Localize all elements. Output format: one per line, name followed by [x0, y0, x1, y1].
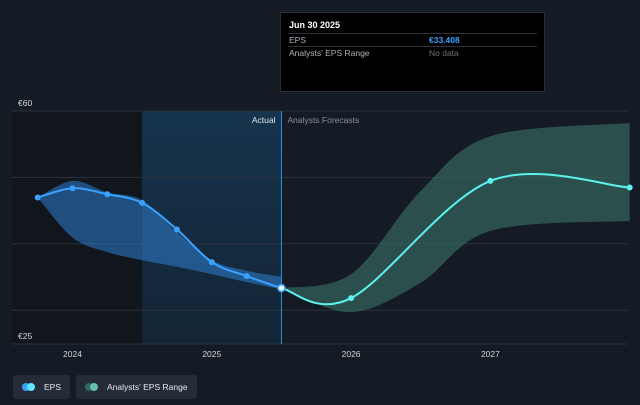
x-tick-label: 2025 [202, 349, 221, 359]
eps-line-1 [281, 173, 630, 306]
tooltip: Jun 30 2025 EPS €33.408 Analysts' EPS Ra… [280, 12, 545, 92]
y-tick-label: €60 [18, 98, 32, 108]
legend-label-range: Analysts' EPS Range [107, 382, 188, 392]
range-area-1 [281, 122, 630, 313]
legend-label-eps: EPS [44, 382, 62, 392]
range-legend-icon [85, 383, 101, 391]
eps-point [34, 194, 41, 201]
tooltip-row-eps: EPS €33.408 [288, 33, 537, 46]
legend-dot [22, 383, 30, 391]
section-label-forecast: Analysts Forecasts [287, 115, 359, 125]
legend-dot [85, 383, 94, 391]
legend-item-eps[interactable]: EPS [13, 375, 71, 399]
eps-point [173, 226, 180, 233]
tooltip-date: Jun 30 2025 [289, 20, 341, 30]
y-tick-label: €25 [18, 331, 32, 341]
legend-item-range[interactable]: Analysts' EPS Range [76, 375, 197, 399]
eps-point [348, 295, 355, 302]
section-label-actual: Actual [252, 115, 276, 125]
tooltip-eps-value: €33.408 [429, 35, 460, 45]
eps-point [69, 185, 76, 192]
eps-legend-icon [22, 383, 38, 391]
eps-point [487, 177, 494, 184]
range-areas [37, 122, 630, 313]
eps-point [277, 283, 286, 293]
tooltip-range-value: No data [429, 48, 459, 58]
legend-dot [27, 383, 35, 391]
legend: EPS Analysts' EPS Range [13, 375, 197, 399]
tooltip-range-label: Analysts' EPS Range [289, 48, 370, 58]
x-tick-label: 2024 [63, 349, 82, 359]
eps-point [243, 273, 250, 280]
tooltip-eps-label: EPS [289, 35, 307, 45]
eps-point [104, 191, 111, 198]
eps-point [139, 199, 146, 206]
legend-dot [90, 383, 99, 391]
eps-point [626, 184, 633, 191]
eps-points [34, 177, 633, 302]
y-axis-labels: €60 €25 [18, 98, 32, 341]
tooltip-row-range: Analysts' EPS Range No data [288, 46, 537, 59]
x-axis-labels: 2024 2025 2026 2027 [63, 349, 500, 359]
x-tick-label: 2027 [481, 349, 500, 359]
eps-point [208, 259, 215, 266]
range-area-0 [37, 180, 282, 290]
x-tick-label: 2026 [342, 349, 361, 359]
